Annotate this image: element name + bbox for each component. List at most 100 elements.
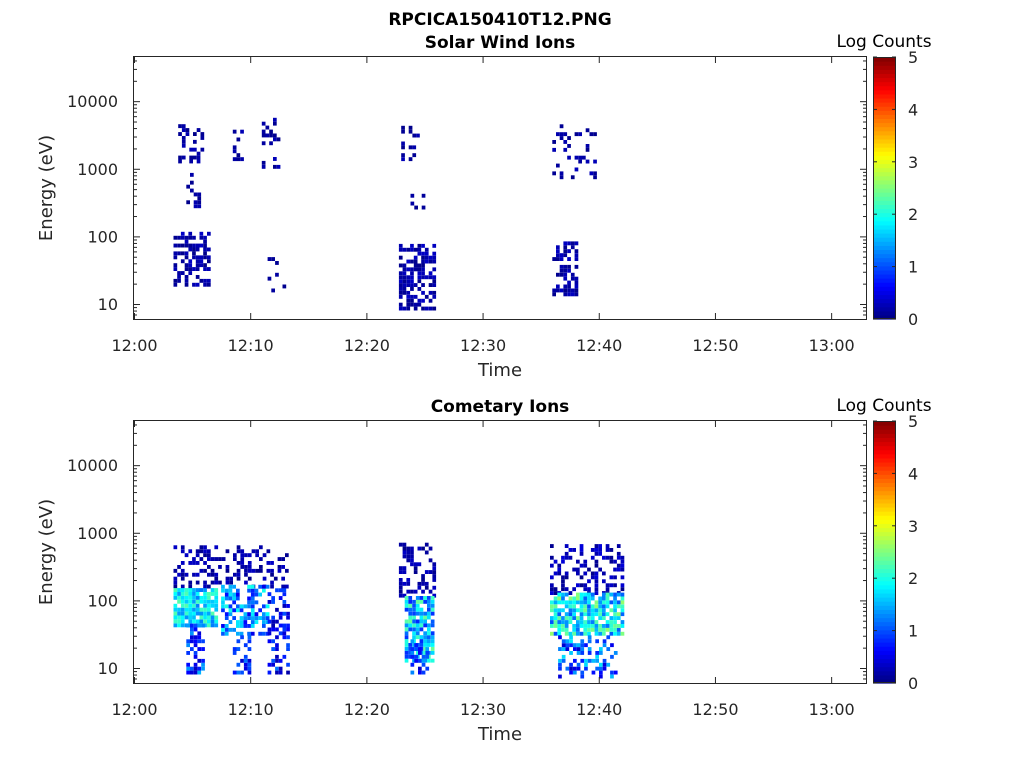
heatmap-cell <box>417 298 422 303</box>
colorbar-swatch <box>873 151 896 156</box>
heatmap-cell <box>192 243 196 248</box>
heatmap-cell <box>286 670 290 675</box>
heatmap-cell <box>398 578 403 582</box>
heatmap-cell <box>199 619 204 624</box>
heatmap-cell <box>398 279 403 284</box>
heatmap-cell <box>247 616 251 620</box>
heatmap-cell <box>413 294 418 299</box>
heatmap-cell <box>190 635 194 640</box>
heatmap-cell <box>567 155 571 160</box>
heatmap-cell <box>580 674 585 679</box>
heatmap-cell <box>594 591 599 595</box>
heatmap-cell <box>620 600 625 605</box>
colorbar-swatch <box>873 269 896 275</box>
heatmap-cell <box>193 132 197 136</box>
heatmap-cell <box>250 604 255 609</box>
heatmap-cell <box>552 171 556 176</box>
heatmap-cell <box>406 589 411 594</box>
heatmap-cell <box>197 666 202 671</box>
heatmap-cell <box>193 147 197 152</box>
heatmap-cell <box>408 627 413 632</box>
plot-frame-cometary <box>133 420 867 684</box>
heatmap-cell <box>398 570 403 574</box>
heatmap-cell <box>236 568 241 573</box>
heatmap-cell <box>408 623 413 628</box>
heatmap-cell <box>424 550 429 555</box>
colorbar-swatch <box>873 179 896 185</box>
heatmap-cell <box>423 596 427 600</box>
heatmap-cell <box>254 588 259 593</box>
heatmap-cell <box>410 651 415 655</box>
heatmap-cell <box>244 580 248 585</box>
heatmap-cell <box>423 639 427 643</box>
heatmap-cell <box>576 651 581 655</box>
heatmap-cell <box>203 553 207 558</box>
heatmap-cell <box>419 596 424 600</box>
heatmap-cell <box>415 603 420 608</box>
heatmap-cell <box>616 612 621 617</box>
heatmap-cell <box>570 276 575 281</box>
heatmap-cell <box>181 124 186 129</box>
colorbar-swatch <box>873 97 896 103</box>
heatmap-cell <box>563 249 568 254</box>
heatmap-cell <box>585 144 590 148</box>
heatmap-cell <box>195 611 200 616</box>
colorbar-tick-label: 1 <box>908 622 918 641</box>
heatmap-cell <box>432 294 437 299</box>
heatmap-cell <box>598 631 602 636</box>
colorbar-swatch <box>873 253 896 259</box>
heatmap-cell <box>180 588 185 592</box>
heatmap-cell <box>282 592 287 597</box>
heatmap-cell <box>567 288 571 293</box>
heatmap-cell <box>197 204 202 209</box>
heatmap-cell <box>240 670 244 675</box>
heatmap-cell <box>285 584 289 589</box>
heatmap-cell <box>214 557 219 561</box>
heatmap-cell <box>410 662 415 667</box>
heatmap-cell <box>177 572 181 577</box>
heatmap-cell <box>413 267 418 272</box>
heatmap-cell <box>233 553 237 558</box>
heatmap-cell <box>417 562 422 567</box>
heatmap-cell <box>254 592 259 597</box>
heatmap-cell <box>195 275 200 279</box>
heatmap-cell <box>244 572 248 577</box>
heatmap-cell <box>258 584 262 589</box>
heatmap-cell <box>221 608 225 613</box>
heatmap-cell <box>243 624 248 628</box>
heatmap-cell <box>430 623 435 628</box>
heatmap-cell <box>225 568 230 573</box>
heatmap-cell <box>587 567 591 572</box>
heatmap-cell <box>181 143 186 148</box>
heatmap-cell <box>250 612 255 617</box>
heatmap-cell <box>579 612 584 617</box>
heatmap-cell <box>553 591 558 595</box>
heatmap-cell <box>210 599 215 604</box>
heatmap-cell <box>574 276 579 281</box>
heatmap-cell <box>262 612 266 617</box>
heatmap-cell <box>210 592 215 596</box>
heatmap-cell <box>406 578 411 582</box>
heatmap-cell <box>195 553 200 558</box>
heatmap-cell <box>408 619 413 624</box>
heatmap-cell <box>579 624 584 628</box>
heatmap-cell <box>412 599 416 604</box>
colorbar-swatch <box>873 249 896 255</box>
heatmap-cell <box>421 263 425 268</box>
heatmap-cell <box>275 647 279 651</box>
heatmap-cell <box>195 588 200 592</box>
heatmap-cell <box>569 666 573 671</box>
colorbar-swatch <box>873 69 896 74</box>
heatmap-cell <box>572 631 576 636</box>
heatmap-cell <box>203 584 207 589</box>
heatmap-cell <box>550 620 554 624</box>
heatmap-cell <box>561 639 566 644</box>
heatmap-cell <box>210 580 215 585</box>
colorbar-swatch <box>873 425 896 430</box>
y-axis-label-solar-wind: Energy (eV) <box>36 135 57 241</box>
heatmap-cell <box>567 264 571 269</box>
heatmap-cell <box>177 599 181 604</box>
heatmap-cell <box>557 563 562 568</box>
heatmap-cell <box>193 623 198 628</box>
heatmap-cell <box>207 584 211 589</box>
